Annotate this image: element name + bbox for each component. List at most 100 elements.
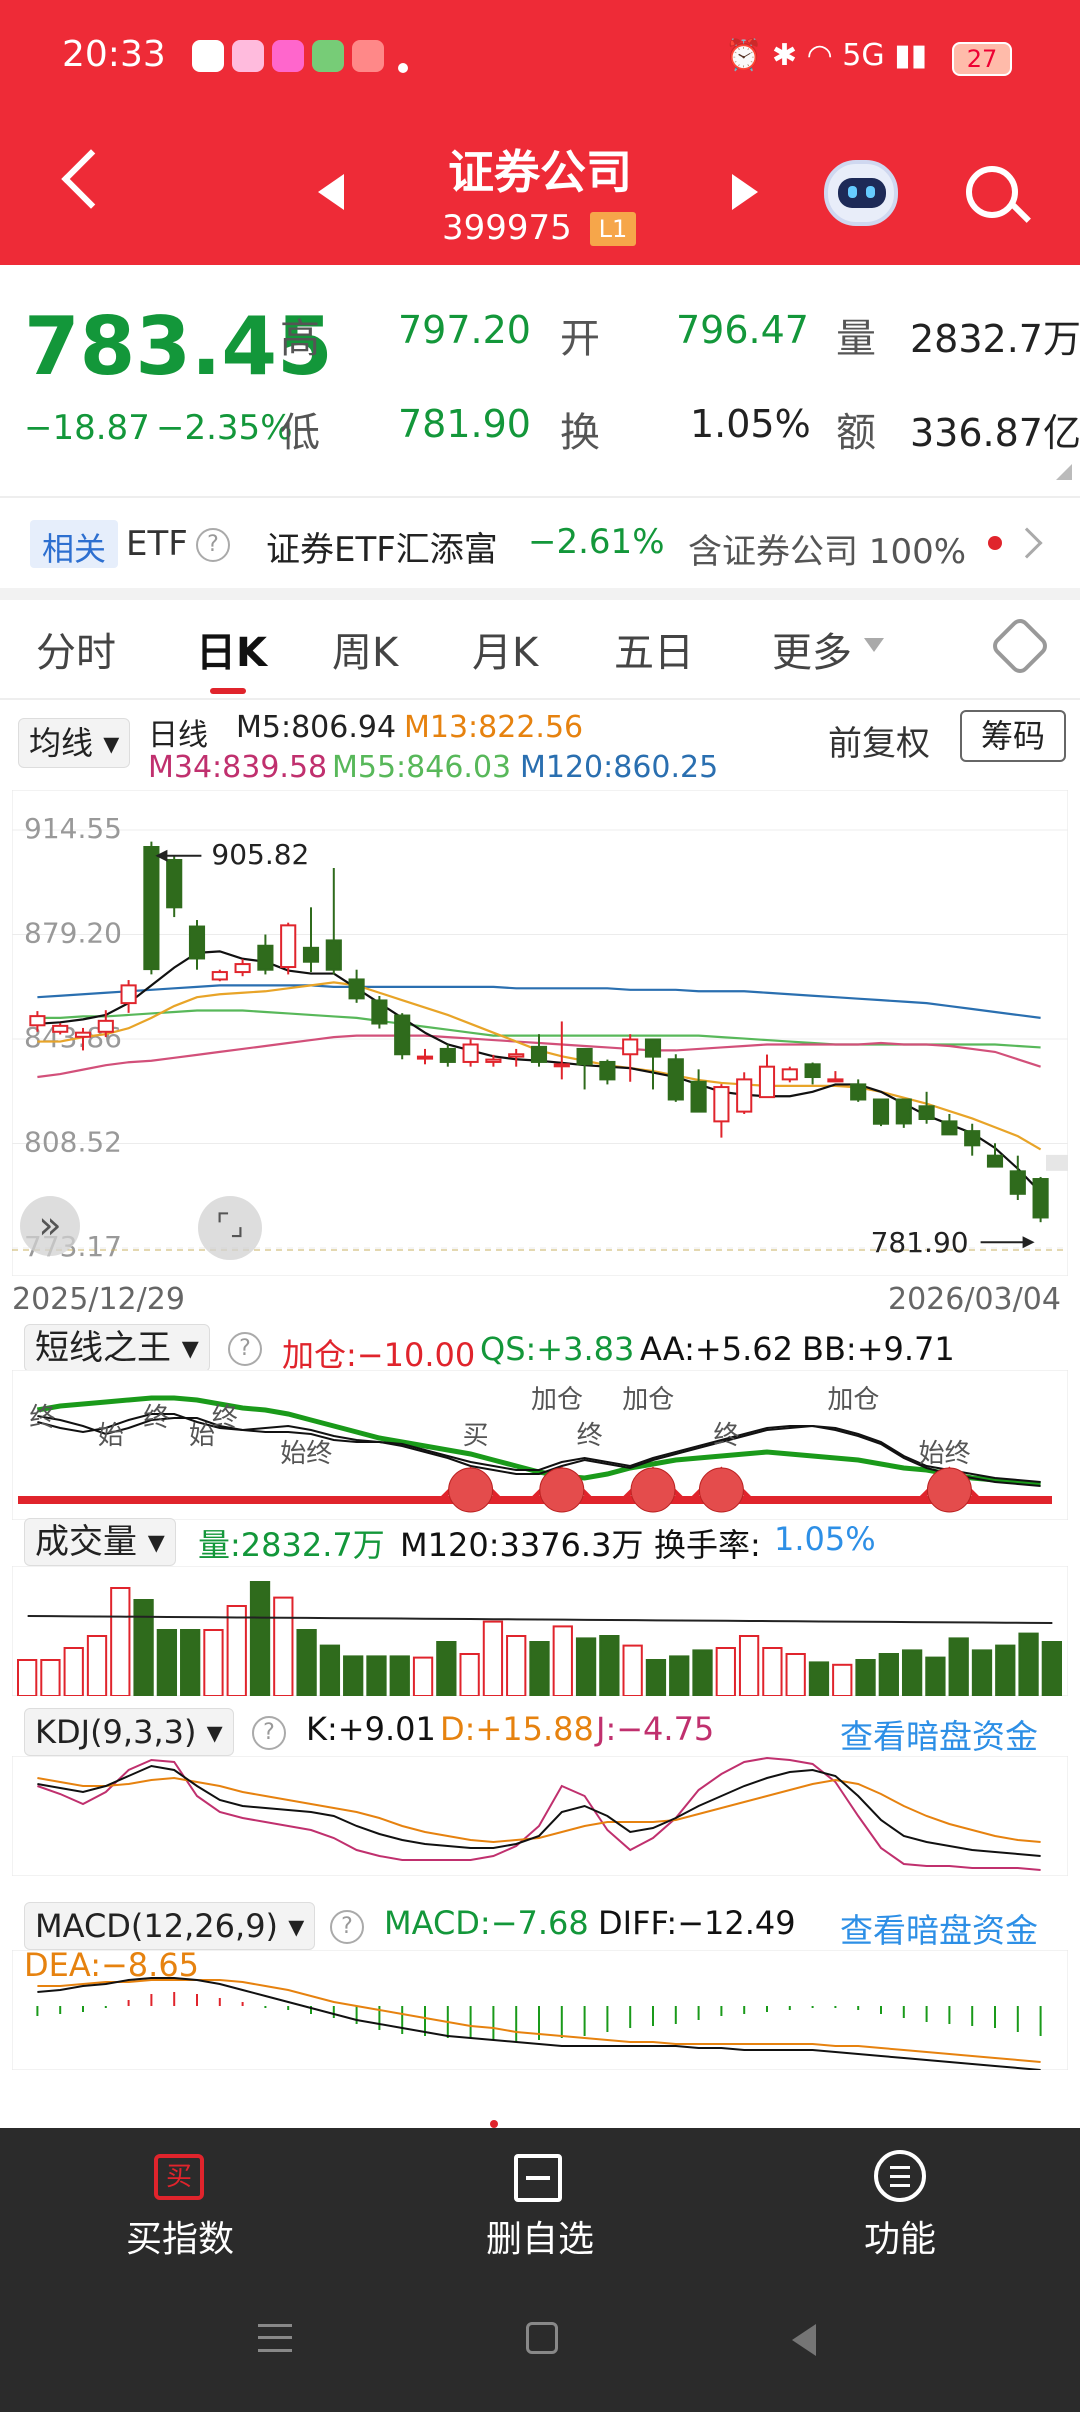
macd-selector[interactable]: MACD(12,26,9) ▾: [24, 1902, 316, 1950]
y-tick-label: 879.20: [24, 917, 122, 950]
volume-selector[interactable]: 成交量 ▾: [24, 1518, 176, 1566]
turnover-rate: 1.05%: [774, 1520, 876, 1558]
menu-gesture-icon[interactable]: [258, 2324, 292, 2352]
next-stock-icon[interactable]: [732, 174, 758, 210]
back-gesture-icon[interactable]: [792, 2324, 816, 2356]
volume-bar: [343, 1655, 364, 1696]
help-icon[interactable]: ?: [330, 1910, 364, 1944]
tab-intraday[interactable]: 分时: [36, 630, 116, 676]
tab-monthly-k[interactable]: 月K: [472, 630, 539, 676]
expand-corner-icon[interactable]: [1056, 464, 1072, 480]
volume-bar: [738, 1635, 760, 1696]
volume-bar: [86, 1635, 108, 1696]
candle: [143, 846, 160, 971]
etf-name[interactable]: 证券ETF汇添富: [266, 530, 498, 570]
red-dot-icon: [988, 536, 1002, 550]
nav-remove-watchlist[interactable]: 删自选: [485, 2219, 594, 2260]
dark-pool-link[interactable]: 查看暗盘资金: [840, 1911, 1038, 1950]
kdj-selector[interactable]: KDJ(9,3,3) ▾: [24, 1708, 234, 1756]
tab-indicator: [210, 688, 246, 694]
trend-line-green: [36, 1395, 1041, 1487]
chevron-right-icon[interactable]: [1011, 527, 1043, 559]
short-term-selector[interactable]: 短线之王 ▾: [24, 1324, 210, 1372]
remove-watchlist-icon[interactable]: [514, 2154, 562, 2202]
candle: [257, 944, 274, 971]
candle: [622, 1038, 639, 1056]
y-tick-label: 808.52: [24, 1125, 122, 1158]
open-value: 796.47: [676, 308, 809, 352]
chart-frame: [12, 790, 1068, 1276]
function-menu-icon[interactable]: [874, 2150, 926, 2202]
min-arrow-head: [1022, 1236, 1035, 1249]
kline-chart[interactable]: 914.55879.20843.86808.52773.17905.82781.…: [12, 790, 1068, 1276]
robot-assistant-icon[interactable]: [824, 160, 898, 226]
volume-bar: [17, 1659, 38, 1696]
home-gesture-icon[interactable]: [526, 2322, 558, 2354]
signal-ball: [539, 1467, 585, 1513]
candle: [599, 1060, 616, 1081]
signal-mark: 终: [212, 1403, 238, 1433]
help-icon[interactable]: ?: [196, 528, 230, 562]
volume-bar: [459, 1653, 480, 1696]
chip-button[interactable]: 筹码: [960, 710, 1066, 762]
network-label: 5G: [842, 38, 885, 73]
candle: [348, 978, 365, 1000]
ma-selector[interactable]: 均线 ▾: [18, 718, 131, 768]
adjust-mode[interactable]: 前复权: [828, 724, 930, 764]
signal-ball: [698, 1467, 744, 1513]
volume-bar: [110, 1587, 131, 1696]
dark-pool-link[interactable]: 查看暗盘资金: [840, 1717, 1038, 1756]
fullscreen-icon[interactable]: ⌜⌟: [198, 1196, 262, 1260]
bb-line: [37, 1415, 1041, 1487]
kdj-chart[interactable]: [12, 1756, 1068, 1876]
app-header: 20:33 ⏰ ✱ ◠ 5G ▮▮ 27 证券公司 399975 L1: [0, 0, 1080, 265]
date-end: 2026/03/04: [888, 1282, 1061, 1317]
candle: [439, 1047, 456, 1063]
expand-panel-icon[interactable]: »: [20, 1196, 80, 1256]
volume-chart[interactable]: [12, 1566, 1068, 1696]
volume-bar: [319, 1644, 341, 1696]
tab-more[interactable]: 更多: [772, 630, 852, 676]
help-icon[interactable]: ?: [228, 1332, 262, 1366]
price-change: −18.87: [24, 408, 150, 448]
vol-m120: M120:3376.3万: [400, 1526, 644, 1564]
candle: [508, 1053, 525, 1058]
prev-stock-icon[interactable]: [318, 174, 344, 210]
tab-weekly-k[interactable]: 周K: [332, 630, 399, 676]
volume-bar: [715, 1647, 736, 1696]
settings-gear-icon[interactable]: [988, 614, 1052, 678]
search-icon[interactable]: [966, 166, 1018, 218]
candle: [302, 946, 320, 963]
ind1-qs: QS:+3.83: [480, 1330, 635, 1368]
candle: [576, 1047, 593, 1066]
candle: [736, 1078, 753, 1113]
nav-functions[interactable]: 功能: [863, 2219, 936, 2260]
candle: [850, 1083, 867, 1101]
y-tick-label: 914.55: [24, 812, 122, 845]
candle: [667, 1058, 684, 1101]
nav-buy-index[interactable]: 买指数: [125, 2219, 234, 2260]
help-icon[interactable]: ?: [252, 1716, 286, 1750]
signal-mark: 始: [98, 1421, 124, 1451]
low-label: 低: [280, 410, 320, 456]
candle: [713, 1086, 730, 1123]
candle: [234, 963, 251, 974]
tab-five-day[interactable]: 五日: [614, 630, 694, 676]
last-price: 783.45: [24, 300, 333, 393]
macd-chart[interactable]: [12, 1950, 1068, 2070]
price-tab: [1046, 1154, 1068, 1171]
etf-holding: 含证券公司 100%: [688, 532, 967, 572]
tab-daily-k[interactable]: 日K: [196, 630, 267, 676]
volume-bar: [436, 1641, 457, 1696]
status-time: 20:33: [62, 34, 166, 75]
low-value: 781.90: [398, 402, 531, 446]
buy-icon[interactable]: 买: [154, 2154, 204, 2200]
volume-bar: [855, 1659, 876, 1696]
kdj-j: J:−4.75: [596, 1710, 715, 1748]
candle: [530, 1045, 548, 1063]
candle: [120, 984, 137, 1005]
divider: [0, 496, 1080, 498]
kdj-k: K:+9.01: [306, 1710, 436, 1748]
turnover-rate-label: 换手率:: [654, 1526, 761, 1564]
